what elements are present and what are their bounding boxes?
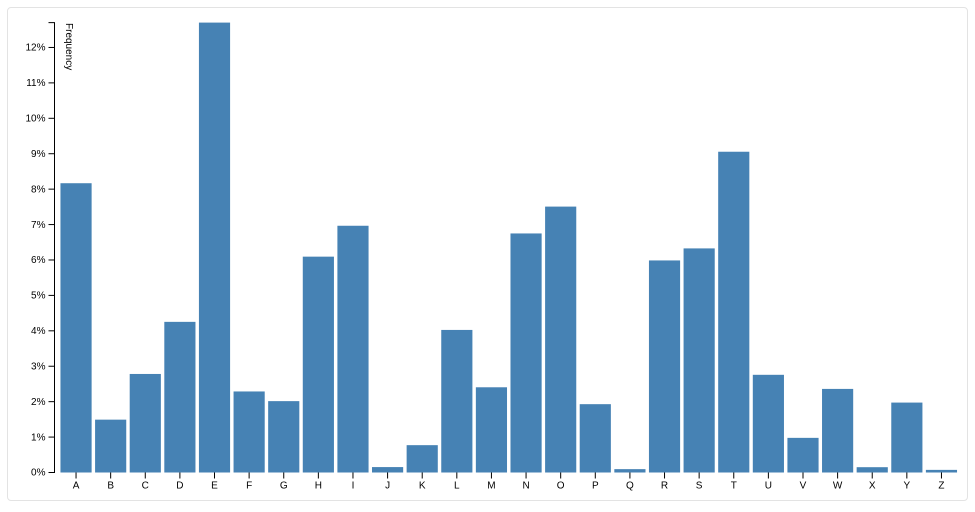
bar-I	[337, 225, 369, 473]
y-tick-label-0%: 0%	[31, 468, 46, 479]
bar-X	[856, 467, 888, 473]
y-tick-label-5%: 5%	[31, 291, 46, 302]
x-tick-label-N: N	[522, 481, 529, 492]
x-tick-label-Y: Y	[904, 481, 911, 492]
x-tick-label-V: V	[800, 481, 807, 492]
y-tick-label-6%: 6%	[31, 255, 46, 266]
y-tick-label-4%: 4%	[31, 326, 46, 337]
y-tick-label-8%: 8%	[31, 184, 46, 195]
bar-E	[198, 22, 231, 473]
bar-C	[129, 373, 161, 473]
bar-B	[95, 419, 127, 473]
x-tick-label-F: F	[246, 481, 252, 492]
bar-Q	[614, 469, 646, 473]
bar-V	[787, 437, 819, 473]
bar-T	[718, 151, 750, 473]
bar-U	[752, 374, 784, 473]
y-tick-label-9%: 9%	[31, 149, 46, 160]
y-tick-label-12%: 12%	[25, 43, 45, 54]
bar-G	[268, 401, 300, 473]
bar-F	[233, 391, 265, 473]
x-tick-label-H: H	[315, 481, 322, 492]
x-tick-label-W: W	[833, 481, 843, 492]
bar-K	[406, 445, 438, 473]
bar-P	[579, 404, 611, 473]
bar-J	[372, 467, 404, 473]
x-tick-label-Z: Z	[938, 481, 944, 492]
bar-O	[545, 206, 577, 473]
bar-Z	[925, 469, 958, 473]
y-tick-label-10%: 10%	[25, 114, 45, 125]
x-tick-label-I: I	[352, 481, 355, 492]
x-tick-label-M: M	[487, 481, 495, 492]
x-tick-label-G: G	[280, 481, 288, 492]
bar-M	[475, 387, 508, 473]
x-tick-label-A: A	[73, 481, 80, 492]
y-axis: 0% 1% 2% 3% 4% 5% 6% 7% 8% 9% 10% 11% 12%	[25, 22, 55, 479]
y-tick-label-1%: 1%	[31, 432, 46, 443]
bar-D	[164, 321, 196, 473]
x-tick-label-O: O	[557, 481, 565, 492]
y-tick-label-2%: 2%	[31, 397, 46, 408]
bar-R	[648, 260, 681, 473]
x-tick-label-U: U	[765, 481, 772, 492]
x-tick-label-R: R	[661, 481, 668, 492]
bar-W	[822, 388, 854, 473]
x-tick-label-Q: Q	[626, 481, 634, 492]
x-tick-label-E: E	[211, 481, 218, 492]
x-tick-label-C: C	[142, 481, 149, 492]
y-tick-label-7%: 7%	[31, 220, 46, 231]
x-tick-label-S: S	[696, 481, 703, 492]
bar-Y	[891, 402, 923, 473]
x-tick-label-K: K	[419, 481, 426, 492]
y-axis-title: Frequency	[63, 23, 74, 70]
x-tick-label-L: L	[454, 481, 460, 492]
bar-S	[683, 248, 715, 473]
bars-group	[60, 22, 958, 473]
y-tick-label-3%: 3%	[31, 361, 46, 372]
x-tick-label-X: X	[869, 481, 876, 492]
x-tick-label-B: B	[107, 481, 114, 492]
bar-N	[510, 233, 542, 473]
x-axis: A B C D E F G H I J K L M N O P Q R S T U V W X Y Z	[73, 472, 945, 492]
x-tick-label-T: T	[731, 481, 737, 492]
x-tick-label-D: D	[176, 481, 183, 492]
y-tick-label-11%: 11%	[26, 78, 45, 89]
bar-A	[60, 183, 92, 473]
x-tick-label-J: J	[385, 481, 390, 492]
x-tick-label-P: P	[592, 481, 599, 492]
bar-H	[302, 256, 334, 473]
bar-L	[441, 329, 473, 473]
y-axis-domain	[48, 22, 55, 473]
